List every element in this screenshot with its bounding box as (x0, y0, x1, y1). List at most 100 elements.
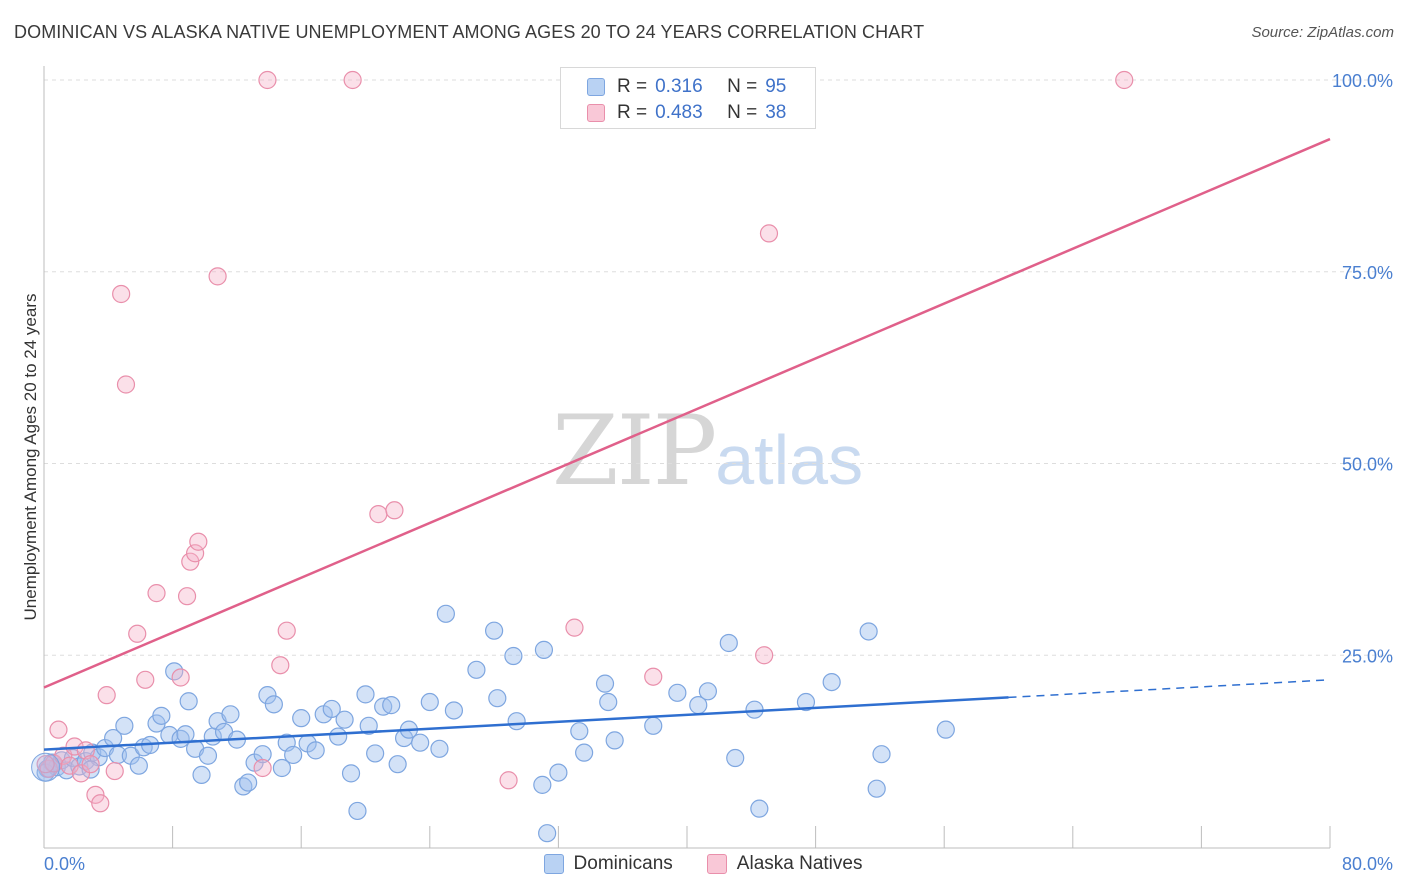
legend-item-alaska-natives[interactable]: Alaska Natives (706, 853, 863, 875)
trend-line-dominicans-extrapolated (1008, 679, 1331, 699)
point-dominicans (605, 731, 624, 750)
legend-r-label: R = (617, 102, 648, 123)
legend-item-dominicans[interactable]: Dominicans (543, 853, 673, 875)
point-alaska-natives (208, 267, 227, 286)
point-dominicans (599, 692, 618, 712)
point-dominicans (176, 725, 195, 744)
point-dominicans (382, 696, 401, 715)
point-dominicans (322, 699, 341, 719)
legend-r-label: R = (617, 76, 648, 97)
point-alaska-natives (253, 758, 272, 778)
point-dominicans (329, 727, 348, 746)
point-alaska-natives (189, 532, 208, 551)
point-dominicans (750, 799, 769, 818)
point-alaska-natives (136, 670, 155, 689)
point-alaska-natives (112, 284, 131, 304)
point-dominicans (859, 622, 878, 641)
point-alaska-natives (105, 761, 124, 781)
axis-labels: 25.0% 50.0% 75.0% 100.0% 0.0% 80.0% Unemployme… (21, 71, 1393, 874)
point-alaska-natives (644, 667, 663, 686)
point-dominicans (359, 716, 378, 735)
point-dominicans (356, 685, 375, 704)
point-dominicans (595, 674, 615, 693)
legend-label-alaska-natives: Alaska Natives (736, 853, 863, 874)
legend-label-dominicans: Dominicans (573, 853, 673, 874)
point-dominicans (504, 646, 523, 666)
source-label[interactable]: Source: ZipAtlas.com (1251, 24, 1394, 41)
point-dominicans (341, 764, 361, 783)
point-alaska-natives (49, 720, 68, 739)
legend-swatch-dominicans (587, 78, 605, 96)
legend-n-label: N = (727, 76, 758, 97)
point-dominicans (534, 640, 554, 659)
x-tick-label-max: 80.0% (1342, 854, 1393, 874)
point-alaska-natives (369, 505, 388, 524)
point-dominicans (796, 692, 816, 712)
point-alaska-natives (128, 624, 147, 643)
legend-row-alaska-natives: R = 0.483 N = 38 (587, 101, 786, 125)
point-alaska-natives (499, 771, 518, 790)
point-dominicans (436, 604, 455, 623)
point-dominicans (644, 716, 663, 735)
point-dominicans (698, 682, 717, 701)
point-dominicans (192, 765, 211, 785)
point-dominicans (575, 743, 594, 762)
zipatlas-watermark: ZIPatlas (552, 395, 863, 507)
point-alaska-natives (755, 646, 774, 665)
point-dominicans (253, 745, 272, 764)
point-dominicans (726, 748, 745, 768)
point-dominicans (485, 621, 504, 640)
point-dominicans (221, 705, 240, 724)
legend-swatch-dominicans (543, 854, 564, 874)
point-alaska-natives (97, 686, 116, 705)
point-alaska-natives (759, 224, 779, 243)
point-dominicans (239, 773, 258, 792)
point-dominicans (430, 739, 449, 758)
point-dominicans (467, 660, 486, 679)
legend-swatch-alaska-natives (587, 104, 605, 122)
point-dominicans (366, 744, 385, 763)
point-alaska-natives (36, 755, 55, 774)
point-dominicans (872, 745, 891, 764)
watermark-atlas: atlas (715, 421, 864, 499)
point-alaska-natives (186, 544, 205, 563)
point-dominicans (129, 756, 148, 775)
trend-line-alaska-natives (43, 137, 1331, 689)
legend-r-value-alaska-natives: 0.483 (655, 102, 703, 123)
trend-lines (43, 137, 1331, 751)
legend-row-dominicans: R = 0.316 N = 95 (587, 75, 786, 99)
point-dominicans (444, 701, 464, 720)
point-dominicans (258, 686, 277, 705)
point-dominicans (306, 741, 325, 760)
point-alaska-natives (343, 70, 362, 90)
gridlines (44, 79, 1396, 656)
point-alaska-natives (565, 618, 584, 637)
point-alaska-natives (181, 552, 200, 571)
y-tick-label: 50.0% (1342, 455, 1393, 475)
point-dominicans (264, 695, 283, 714)
y-tick-label: 75.0% (1342, 263, 1393, 283)
point-dominicans (388, 755, 407, 774)
point-dominicans (292, 709, 311, 728)
y-tick-label: 100.0% (1332, 71, 1393, 91)
point-dominicans (822, 672, 841, 692)
point-dominicans (284, 745, 303, 765)
point-dominicans (348, 801, 367, 821)
data-points (31, 70, 1134, 843)
point-alaska-natives (91, 794, 110, 813)
point-dominicans (507, 712, 526, 731)
point-alaska-natives (1115, 70, 1134, 90)
axes (43, 66, 1331, 849)
point-dominicans (335, 710, 354, 729)
y-axis-label: Unemployment Among Ages 20 to 24 years (21, 294, 40, 621)
point-alaska-natives (177, 587, 197, 606)
legend-n-value-dominicans: 95 (765, 76, 787, 97)
point-dominicans (198, 746, 218, 765)
point-dominicans (570, 722, 589, 741)
point-alaska-natives (86, 785, 105, 804)
point-dominicans (538, 824, 557, 843)
point-dominicans (488, 689, 507, 708)
watermark-zip: ZIP (552, 395, 717, 507)
point-alaska-natives (71, 764, 91, 783)
